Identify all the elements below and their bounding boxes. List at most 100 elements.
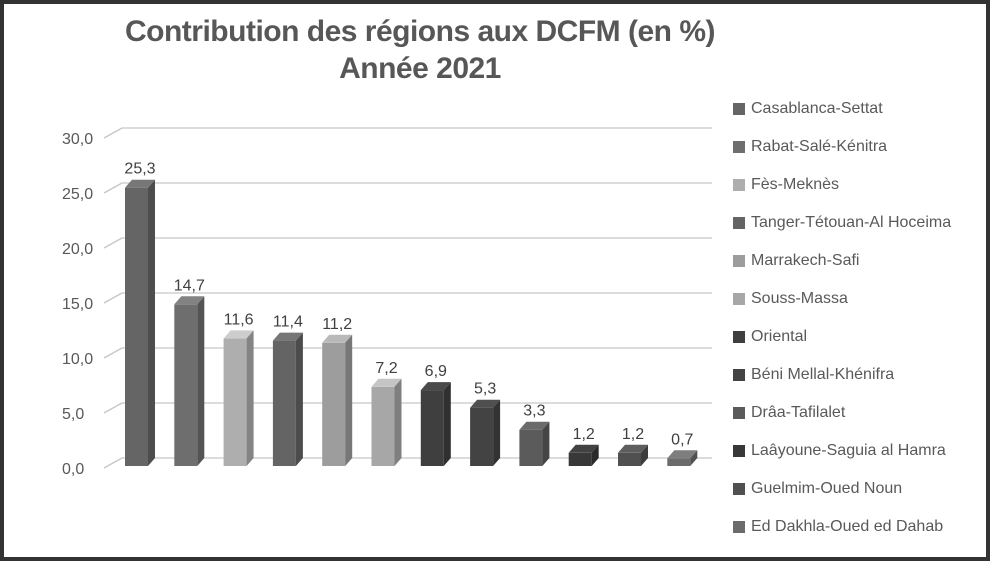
bar-front-face: [618, 452, 641, 466]
axis-depth-tick: [103, 402, 123, 414]
bar-top-face: [371, 378, 402, 387]
legend-item: Rabat-Salé-Kénitra: [733, 128, 983, 166]
legend-label: Laâyoune-Saguia al Hamra: [751, 442, 946, 459]
bar-value-label: 11,4: [273, 314, 303, 331]
y-axis-tick-label: 10,0: [62, 351, 93, 368]
legend-label: Oriental: [751, 328, 808, 345]
legend-label: Casablanca-Settat: [751, 100, 883, 117]
bar-top-face: [420, 382, 451, 391]
bar-side-face: [591, 444, 599, 466]
y-axis-tick-label: 30,0: [62, 131, 93, 148]
bar-11: [618, 444, 648, 466]
bar-front-face: [272, 340, 296, 466]
legend-swatch-icon: [733, 217, 745, 229]
bar-top-face: [223, 330, 254, 339]
bar-value-label: 6,9: [425, 363, 447, 380]
legend-swatch-icon: [733, 103, 745, 115]
bar-value-label: 0,7: [671, 431, 693, 448]
bar-value-label: 3,3: [523, 403, 545, 420]
bar-value-label: 11,6: [224, 311, 254, 328]
bar-4: [272, 332, 303, 466]
bar-side-face: [394, 378, 402, 466]
legend-swatch-icon: [733, 407, 745, 419]
legend-item: Casablanca-Settat: [733, 90, 983, 128]
legend-label: Drâa-Tafilalet: [751, 404, 846, 421]
bar-top-face: [272, 332, 303, 341]
bar-side-face: [690, 450, 698, 466]
axis-depth-tick: [103, 127, 123, 139]
y-axis-tick-label: 25,0: [62, 186, 93, 203]
bar-front-face: [420, 390, 444, 466]
legend-item: Béni Mellal-Khénifra: [733, 356, 983, 394]
legend-item: Souss-Massa: [733, 280, 983, 318]
bar-2: [174, 296, 205, 466]
legend-swatch-icon: [733, 179, 745, 191]
bar-3: [223, 330, 254, 466]
chart-legend: Casablanca-Settat Rabat-Salé-Kénitra Fès-M…: [733, 90, 983, 546]
legend-item: Guelmim-Oued Noun: [733, 470, 983, 508]
bar-front-face: [174, 304, 198, 466]
legend-item: Ed Dakhla-Oued ed Dahab: [733, 508, 983, 546]
legend-label: Souss-Massa: [751, 290, 848, 307]
legend-swatch-icon: [733, 141, 745, 153]
bar-front-face: [223, 338, 247, 466]
legend-swatch-icon: [733, 483, 745, 495]
bar-1: [125, 179, 155, 466]
legend-swatch-icon: [733, 255, 745, 267]
legend-item: Fès-Meknès: [733, 166, 983, 204]
bar-top-face: [174, 296, 205, 305]
legend-swatch-icon: [733, 445, 745, 457]
bar-value-label: 25,3: [124, 161, 155, 178]
bar-5: [322, 334, 353, 466]
bar-8: [470, 399, 501, 466]
bar-front-face: [519, 429, 543, 466]
axis-depth-tick: [103, 292, 123, 304]
chart-title: Contribution des régions aux DCFM (en %): [124, 15, 716, 48]
axis-depth-tick: [103, 182, 123, 194]
bar-side-face: [295, 332, 303, 466]
bar-side-face: [345, 334, 353, 466]
bar-top-face: [568, 444, 599, 453]
bar-top-face: [618, 444, 648, 453]
y-axis-tick-label: 20,0: [62, 241, 93, 258]
bar-top-face: [125, 179, 155, 188]
legend-item: Tanger-Tétouan-Al Hoceima: [733, 204, 983, 242]
axis-depth-tick: [103, 457, 123, 469]
bar-front-face: [568, 452, 592, 466]
bar-10: [568, 444, 599, 466]
bar-front-face: [667, 458, 691, 466]
axis-depth-tick: [103, 237, 123, 249]
bar-7: [420, 382, 451, 466]
legend-label: Rabat-Salé-Kénitra: [751, 138, 888, 155]
bar-value-label: 7,2: [375, 360, 397, 377]
bar-9: [519, 421, 550, 466]
bar-side-face: [246, 330, 254, 466]
legend-swatch-icon: [733, 521, 745, 533]
bar-value-label: 5,3: [474, 381, 496, 398]
bar-top-face: [470, 399, 501, 408]
bar-side-face: [641, 444, 648, 466]
bar-top-face: [519, 421, 550, 430]
legend-swatch-icon: [733, 293, 745, 305]
chart-title-block: Contribution des régions aux DCFM (en %)…: [70, 13, 770, 87]
bar-12: [667, 450, 698, 466]
bar-top-face: [322, 334, 353, 343]
y-axis-tick-label: 5,0: [62, 406, 84, 423]
y-axis-tick-label: 15,0: [62, 296, 93, 313]
y-axis-tick-label: 0,0: [62, 461, 84, 478]
legend-item: Oriental: [733, 318, 983, 356]
bar-side-face: [197, 296, 205, 466]
legend-label: Tanger-Tétouan-Al Hoceima: [751, 214, 952, 231]
bar-side-face: [493, 399, 501, 466]
axis-depth-tick: [103, 347, 123, 359]
legend-swatch-icon: [733, 369, 745, 381]
bar-value-label: 1,2: [573, 426, 595, 443]
legend-label: Béni Mellal-Khénifra: [751, 366, 895, 383]
bar-front-face: [371, 386, 395, 466]
bar-top-face: [667, 450, 698, 459]
legend-label: Guelmim-Oued Noun: [751, 480, 903, 497]
bar-side-face: [542, 421, 550, 466]
bar-value-label: 14,7: [174, 277, 205, 294]
